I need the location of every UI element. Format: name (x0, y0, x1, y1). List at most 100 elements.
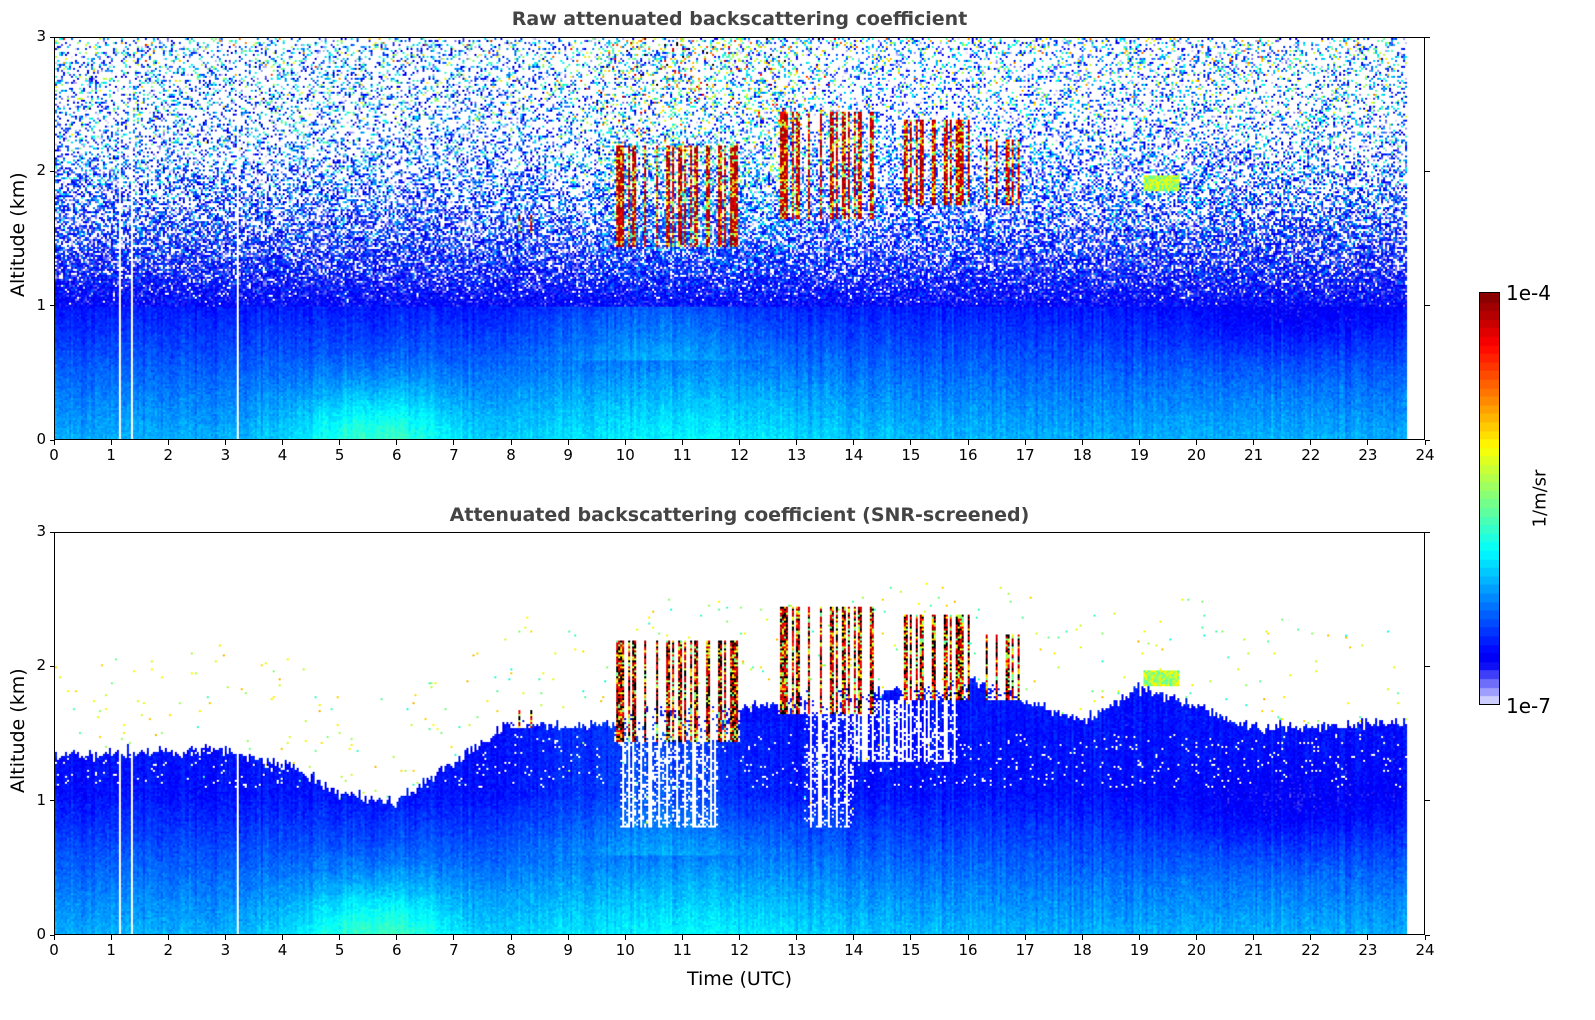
x-tick-mark (453, 935, 455, 940)
x-tick-label: 16 (958, 941, 978, 959)
x-tick-mark (167, 935, 169, 940)
x-tick-mark (339, 935, 341, 940)
top-plot-title: Raw attenuated backscattering coefficien… (511, 8, 968, 30)
x-tick-mark (739, 440, 740, 445)
y-tick-label: 1 (36, 790, 46, 809)
y-tick-mark (50, 170, 54, 172)
x-tick-label: 22 (1301, 446, 1321, 464)
x-tick-mark (1310, 935, 1312, 940)
x-tick-label: 16 (958, 446, 978, 464)
y-tick-mark (50, 305, 54, 307)
x-tick-label: 21 (1244, 446, 1264, 464)
x-tick-label: 1 (106, 941, 116, 959)
x-tick-mark (110, 935, 112, 940)
x-tick-label: 17 (1015, 941, 1035, 959)
bottom-plot-title: Attenuated backscattering coefficient (S… (449, 504, 1030, 526)
x-tick-label: 24 (1415, 446, 1435, 464)
y-tick-mark (1425, 531, 1430, 533)
x-tick-label: 19 (1129, 941, 1149, 959)
x-tick-label: 23 (1358, 941, 1378, 959)
top-y-axis-label: Altitude (km) (7, 172, 29, 297)
y-tick-label: 2 (36, 161, 46, 180)
x-tick-mark (910, 440, 912, 445)
x-tick-mark (453, 440, 455, 445)
x-tick-label: 14 (844, 941, 864, 959)
x-tick-label: 18 (1072, 941, 1092, 959)
y-tick-mark (1425, 934, 1430, 936)
x-tick-label: 2 (163, 941, 174, 959)
colorbar-max-label: 1e-4 (1506, 281, 1551, 305)
x-tick-mark (853, 935, 855, 940)
x-tick-mark (396, 440, 398, 445)
y-tick-label: 3 (36, 522, 46, 540)
x-tick-label: 4 (277, 446, 288, 464)
x-tick-mark (1253, 440, 1255, 445)
x-tick-mark (1138, 440, 1140, 445)
y-tick-mark (50, 439, 54, 441)
colorbar (1479, 292, 1500, 705)
x-tick-mark (339, 440, 341, 445)
x-tick-label: 15 (901, 941, 921, 959)
x-tick-label: 23 (1358, 446, 1378, 464)
x-tick-label: 5 (334, 941, 345, 959)
y-tick-label: 3 (36, 27, 46, 45)
x-tick-label: 10 (615, 941, 635, 959)
y-tick-label: 1 (36, 295, 46, 314)
x-tick-mark (53, 440, 55, 445)
x-tick-label: 3 (220, 446, 231, 464)
y-tick-mark (50, 800, 54, 802)
x-tick-label: 22 (1301, 941, 1321, 959)
x-tick-mark (396, 935, 398, 940)
x-tick-label: 19 (1129, 446, 1149, 464)
x-tick-mark (1367, 935, 1369, 940)
x-tick-mark (1196, 935, 1197, 940)
x-tick-mark (681, 935, 683, 940)
x-tick-label: 5 (334, 446, 345, 464)
y-tick-mark (1425, 665, 1430, 667)
x-tick-mark (1024, 440, 1026, 445)
x-tick-mark (53, 935, 55, 940)
x-tick-mark (282, 935, 283, 940)
x-tick-label: 24 (1415, 941, 1435, 959)
x-tick-mark (681, 440, 683, 445)
x-tick-label: 1 (106, 446, 116, 464)
x-tick-mark (796, 935, 798, 940)
x-tick-label: 8 (506, 941, 516, 959)
x-tick-mark (624, 935, 626, 940)
y-tick-mark (1425, 439, 1430, 441)
y-tick-mark (50, 665, 54, 667)
x-tick-mark (967, 440, 969, 445)
y-tick-mark (50, 531, 54, 533)
raw-backscatter-heatmap (54, 37, 1425, 440)
bottom-y-axis-label: Altitude (km) (7, 668, 29, 793)
x-tick-label: 9 (563, 446, 573, 464)
x-tick-mark (167, 440, 169, 445)
x-tick-label: 18 (1072, 446, 1092, 464)
y-tick-label: 2 (36, 656, 46, 675)
x-tick-label: 14 (844, 446, 864, 464)
x-tick-mark (510, 935, 512, 940)
x-tick-label: 6 (391, 941, 402, 959)
x-tick-label: 9 (563, 941, 573, 959)
x-tick-label: 7 (449, 941, 459, 959)
x-tick-label: 0 (49, 446, 59, 464)
x-tick-label: 7 (449, 446, 459, 464)
x-tick-mark (1138, 935, 1140, 940)
x-tick-label: 4 (277, 941, 288, 959)
x-tick-label: 12 (729, 941, 750, 959)
x-tick-mark (853, 440, 855, 445)
raw-heatmap-canvas (55, 38, 1424, 439)
x-tick-mark (1081, 440, 1083, 445)
x-tick-label: 0 (49, 941, 59, 959)
x-tick-label: 2 (163, 446, 174, 464)
y-tick-mark (1425, 170, 1430, 172)
x-tick-mark (224, 440, 226, 445)
screened-backscatter-heatmap (54, 532, 1425, 935)
screened-heatmap-canvas (55, 533, 1424, 934)
x-tick-mark (1024, 935, 1026, 940)
x-tick-label: 11 (672, 941, 692, 959)
x-tick-mark (796, 440, 798, 445)
x-tick-label: 3 (220, 941, 231, 959)
y-tick-mark (50, 36, 54, 38)
y-tick-mark (1425, 36, 1430, 38)
